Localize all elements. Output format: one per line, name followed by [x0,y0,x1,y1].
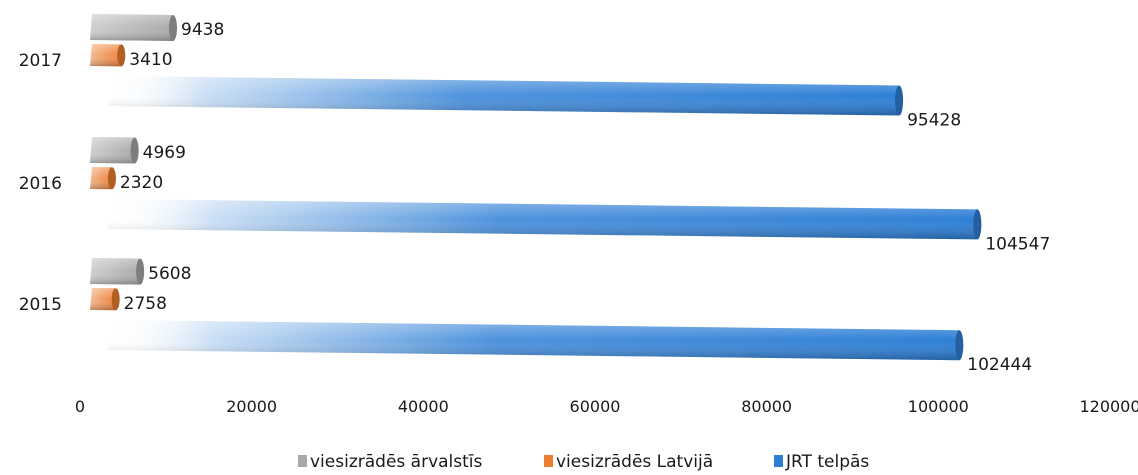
bar-shading-2015-series-0 [90,258,144,285]
x-tick-label-120000: 120000 [1079,397,1138,416]
bar-shading-2016-series-2 [108,199,981,240]
x-tick-label-100000: 100000 [908,397,969,416]
legend-label-series-2: JRT telpās [785,452,869,472]
data-label-2015-series-0: 5608 [148,264,191,284]
legend: viesizrādēs ārvalstīs viesizrādēs Latvijā… [298,452,869,472]
data-label-2015-series-1: 2758 [124,294,167,314]
bars-layer: 9438 3410 95428 4969 2320 104547 5608 2758 10244… [90,14,1050,375]
bar-cap-2016-series-1 [107,167,116,190]
bar-cap-2015-series-0 [136,258,145,285]
data-label-2017-series-2: 95428 [907,110,961,130]
bar-cap-2017-series-1 [117,44,126,67]
category-label-2016: 2016 [19,174,62,194]
bar-cap-2017-series-0 [169,14,178,41]
bar-shading-2015-series-1 [90,288,119,311]
data-label-2016-series-1: 2320 [120,173,163,193]
bar-cap-2017-series-2 [895,85,904,116]
legend-swatch-series-2 [774,455,783,467]
legend-label-series-1: viesizrādēs Latvijā [556,452,713,472]
bar-shading-2017-series-1 [90,44,125,67]
legend-swatch-series-0 [298,455,307,467]
x-tick-label-20000: 20000 [226,397,277,416]
bar-cap-2015-series-1 [111,288,120,311]
data-label-2017-series-0: 9438 [181,20,224,40]
category-label-2017: 2017 [19,51,62,71]
x-tick-label-40000: 40000 [398,397,449,416]
category-axis: 2017 2016 2015 [19,51,62,315]
bar-cap-2015-series-2 [955,330,964,361]
data-label-2016-series-2: 104547 [985,234,1050,254]
x-tick-label-80000: 80000 [741,397,792,416]
bar-shading-2017-series-0 [90,14,177,41]
data-label-2017-series-1: 3410 [129,50,172,70]
data-label-2016-series-0: 4969 [143,143,186,163]
bar-shading-2017-series-2 [108,76,903,116]
legend-swatch-series-1 [544,455,553,467]
bar-cap-2016-series-2 [973,209,982,240]
legend-label-series-0: viesizrādēs ārvalstīs [310,452,483,472]
category-label-2015: 2015 [19,295,62,315]
bar-cap-2016-series-0 [130,137,139,164]
data-label-2015-series-2: 102444 [967,355,1032,375]
x-tick-label-60000: 60000 [570,397,621,416]
bar-shading-2015-series-2 [108,320,963,361]
value-axis: 0 20000 40000 60000 80000 100000 120000 [75,397,1138,416]
x-tick-label-0: 0 [75,397,85,416]
bar-shading-2016-series-0 [90,137,138,164]
